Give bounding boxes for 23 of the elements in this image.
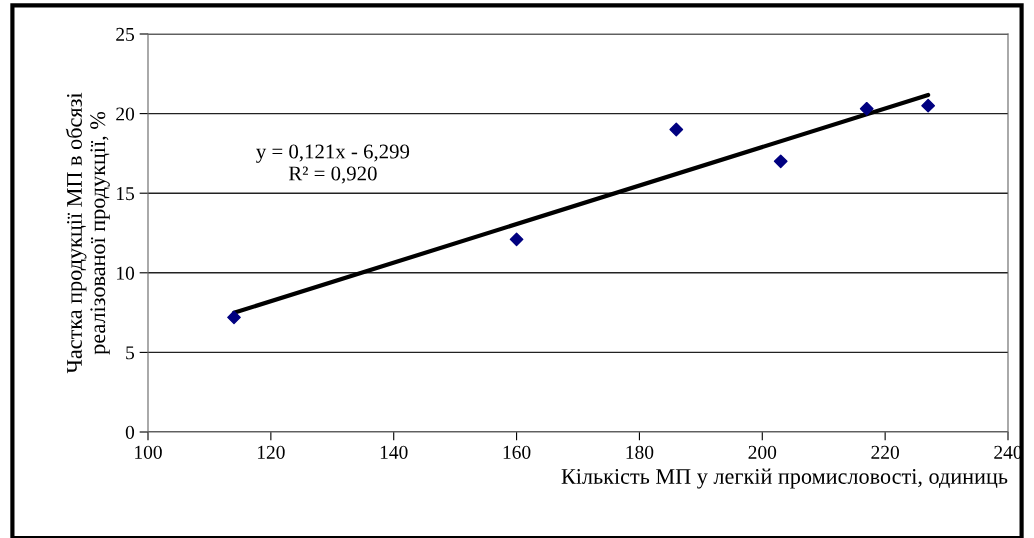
annotation: R² = 0,920 — [288, 166, 377, 184]
y-tick-label: 20 — [116, 107, 135, 121]
y-tick-label: 5 — [126, 346, 135, 360]
x-tick-label: 120 — [257, 445, 285, 459]
point — [859, 101, 874, 116]
x-tick-label: 100 — [135, 445, 162, 459]
point — [509, 232, 524, 247]
annotation: y = 0,121x - 6,299 — [256, 144, 410, 163]
y-axis-title: Частка продукції МП в обсязі реалізованої продукції, % — [65, 92, 110, 374]
y-tick-label: 15 — [117, 187, 135, 201]
x-tick-label: 220 — [871, 445, 899, 459]
point — [669, 122, 684, 137]
point — [773, 154, 788, 169]
x-tick-label: 180 — [626, 445, 654, 459]
y-tick-label: 25 — [116, 27, 135, 41]
x-tick-label: 200 — [748, 445, 777, 459]
point — [227, 310, 241, 325]
x-axis-title: Кількість МП у легкій промисловості, одиниць — [561, 468, 1008, 489]
y-tick-label: 10 — [117, 266, 135, 280]
point — [921, 98, 936, 113]
x-tick-label: 140 — [380, 445, 408, 459]
x-tick-label: 160 — [503, 445, 531, 459]
y-tick-label: 0 — [125, 425, 135, 439]
